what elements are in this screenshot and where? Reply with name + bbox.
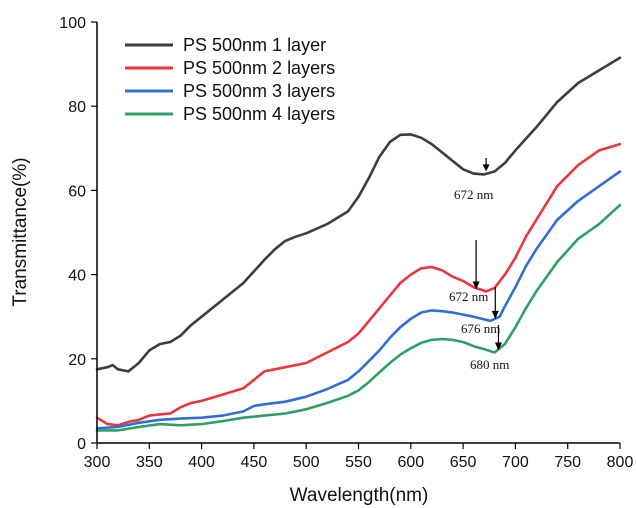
y-tick-label: 80 bbox=[68, 99, 86, 116]
y-tick-label: 0 bbox=[77, 436, 86, 453]
y-tick-label: 20 bbox=[68, 352, 86, 369]
y-tick-label: 100 bbox=[59, 15, 86, 32]
series-line-3 bbox=[95, 170, 622, 430]
plot-area bbox=[95, 56, 622, 432]
x-tick-label: 350 bbox=[136, 454, 163, 471]
annotations: 672 nm 672 nm 676 nm 680 nm bbox=[449, 158, 509, 372]
y-axis-ticks: 0 20 40 60 80 100 bbox=[59, 15, 97, 453]
annotation-arrowhead-2 bbox=[472, 281, 480, 290]
legend-label-3: PS 500nm 3 layers bbox=[183, 81, 335, 101]
x-tick-label: 700 bbox=[502, 454, 529, 471]
y-axis-title: Transmittance(%) bbox=[10, 157, 31, 306]
x-tick-label: 750 bbox=[554, 454, 581, 471]
legend-label-4: PS 500nm 4 layers bbox=[183, 104, 335, 124]
annotation-arrowhead-3 bbox=[491, 310, 499, 319]
series-line-2 bbox=[95, 142, 622, 427]
x-tick-label: 800 bbox=[607, 454, 634, 471]
x-axis-ticks: 300 350 400 450 500 550 600 650 700 750 800 bbox=[84, 443, 634, 471]
annotation-label-1: 672 nm bbox=[454, 187, 493, 202]
x-tick-label: 500 bbox=[293, 454, 320, 471]
legend-label-1: PS 500nm 1 layer bbox=[183, 35, 326, 55]
x-axis-title: Wavelength(nm) bbox=[290, 485, 429, 506]
series-line-1 bbox=[95, 56, 622, 373]
legend-label-2: PS 500nm 2 layers bbox=[183, 58, 335, 78]
annotation-arrowhead-4 bbox=[494, 342, 502, 351]
annotation-arrowhead-1 bbox=[482, 164, 490, 172]
x-tick-label: 400 bbox=[188, 454, 215, 471]
y-tick-label: 60 bbox=[68, 183, 86, 200]
annotation-label-4: 680 nm bbox=[470, 357, 509, 372]
annotation-label-2: 672 nm bbox=[449, 289, 488, 304]
x-tick-label: 300 bbox=[84, 454, 111, 471]
x-tick-label: 600 bbox=[397, 454, 424, 471]
annotation-label-3: 676 nm bbox=[461, 321, 500, 336]
x-tick-label: 550 bbox=[345, 454, 372, 471]
x-tick-label: 650 bbox=[450, 454, 477, 471]
series-line-4 bbox=[95, 203, 622, 432]
legend: PS 500nm 1 layer PS 500nm 2 layers PS 500n… bbox=[125, 35, 335, 124]
y-tick-label: 40 bbox=[68, 268, 86, 285]
x-tick-label: 450 bbox=[241, 454, 268, 471]
